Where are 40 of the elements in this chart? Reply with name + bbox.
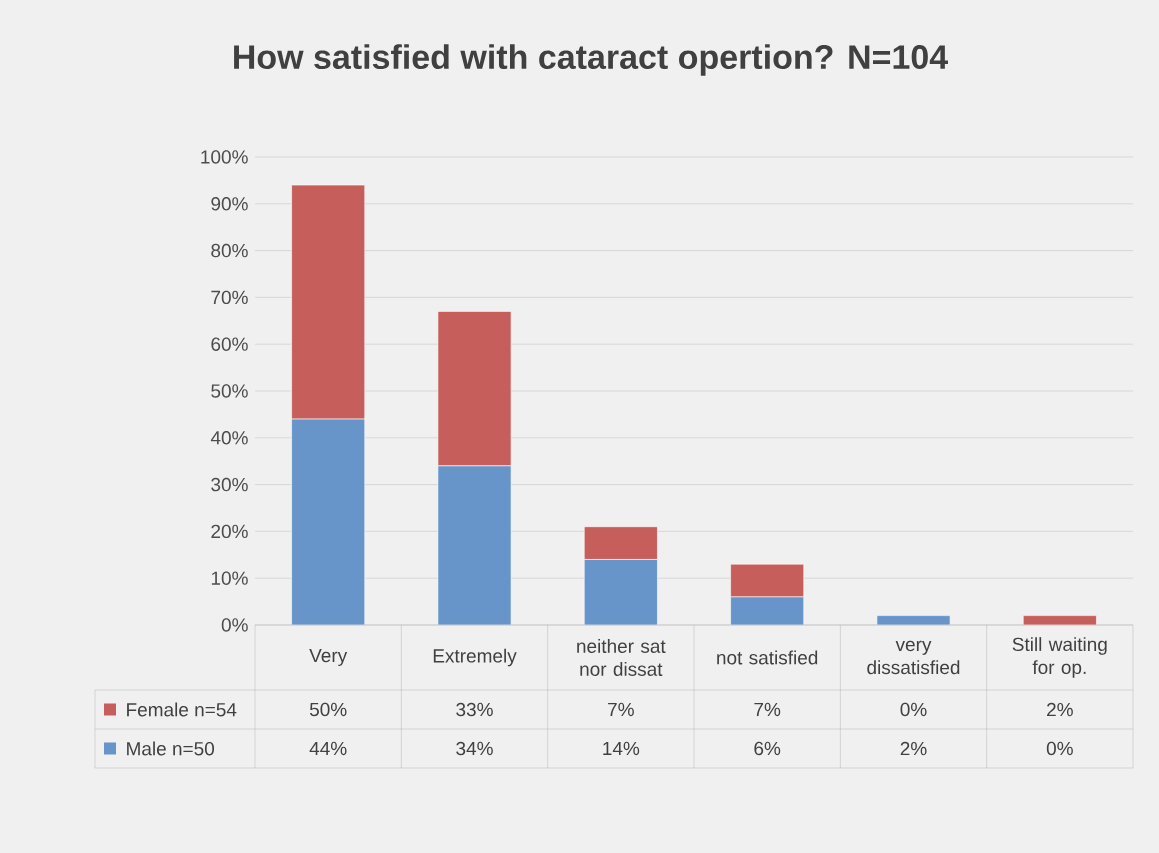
data-label: 7% xyxy=(608,702,634,717)
data-label: 50% xyxy=(309,702,347,717)
x-tick-label: Still waiting for op. xyxy=(1012,637,1107,678)
y-tick-label: 90% xyxy=(211,197,248,211)
y-tick-label: 0% xyxy=(221,618,248,632)
bar xyxy=(583,559,658,625)
bar xyxy=(437,465,512,625)
data-label: 7% xyxy=(754,702,781,717)
data-label: 0% xyxy=(1046,741,1073,756)
chart-title: How satisfied with cataract opertion? N=104 xyxy=(234,44,948,76)
bar xyxy=(291,184,366,420)
y-tick-label: 10% xyxy=(211,571,248,585)
legend-label: Male n=50 xyxy=(127,741,215,756)
y-tick-label: 50% xyxy=(211,384,248,398)
y-tick-label: 60% xyxy=(211,337,248,351)
bar xyxy=(730,596,805,625)
y-tick-label: 100% xyxy=(201,150,248,164)
y-tick-label: 20% xyxy=(211,524,248,539)
bar xyxy=(583,526,658,560)
data-label: 14% xyxy=(603,741,640,756)
x-tick-label: very dissatisfied xyxy=(867,640,960,675)
bar xyxy=(730,563,805,598)
x-tick-label: not satisfied xyxy=(717,650,818,665)
x-tick-label: Very xyxy=(309,648,348,666)
data-label: 2% xyxy=(1047,702,1073,717)
data-label: 2% xyxy=(900,741,927,756)
y-tick-label: 40% xyxy=(210,431,248,445)
data-label: 34% xyxy=(456,741,493,756)
legend-label: Female n=54 xyxy=(127,702,237,717)
data-label: 33% xyxy=(456,702,493,717)
data-label: 6% xyxy=(754,741,781,756)
x-tick-label: neither sat nor dissat xyxy=(577,639,666,676)
y-tick-label: 80% xyxy=(211,243,248,258)
bar xyxy=(291,418,366,625)
x-tick-label: Extremely xyxy=(433,648,517,667)
data-label: 44% xyxy=(309,741,347,756)
y-tick-label: 70% xyxy=(211,290,248,305)
y-tick-label: 30% xyxy=(211,477,248,492)
bar xyxy=(437,311,512,467)
data-label: 0% xyxy=(900,702,927,717)
